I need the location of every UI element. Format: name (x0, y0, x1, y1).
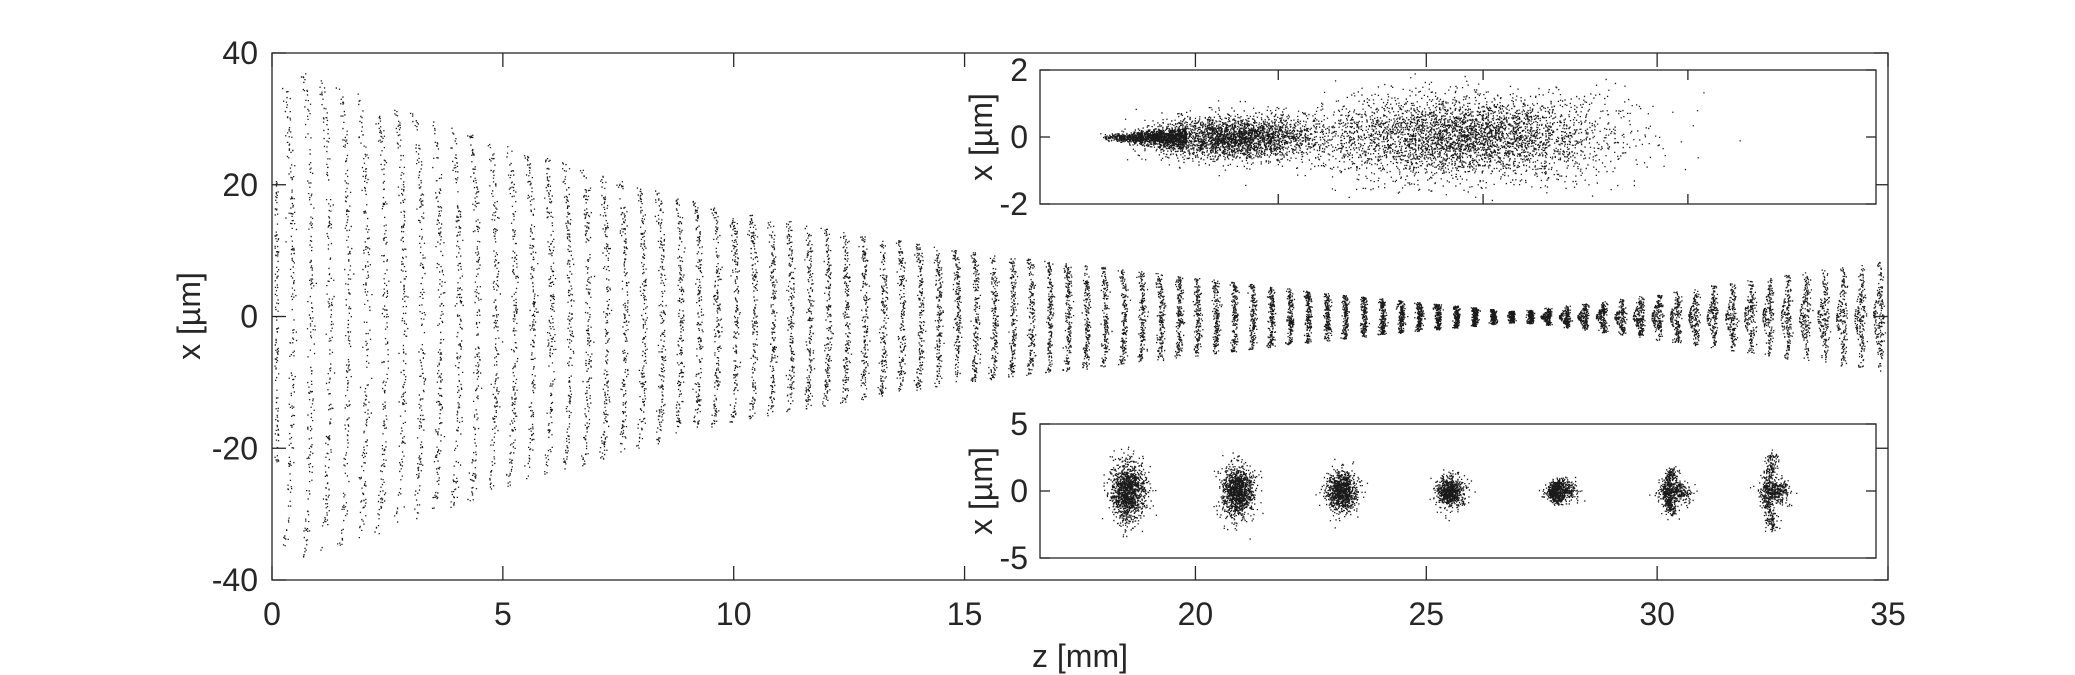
inset-bottom-y-tick-label: 0 (1010, 473, 1028, 509)
main-x-tick-label: 30 (1639, 596, 1675, 632)
inset-top-y-axis-label: x [µm] (963, 93, 999, 181)
main-x-tick-labels: 0 5 10 15 20 25 30 35 (263, 596, 1906, 632)
main-y-tick-label: -20 (212, 430, 258, 466)
inset-top-y-tick-label: 0 (1010, 119, 1028, 155)
inset-bottom-tick-marks (1040, 423, 1876, 559)
inset-bottom-axes: -5 0 5 x [µm] (963, 406, 1877, 576)
inset-top-scatter-dots (1100, 73, 1741, 202)
inset-top-scatter-points (1100, 73, 1741, 202)
main-tick-marks (271, 52, 1889, 581)
inset-bottom-scatter-points (1101, 446, 1798, 540)
main-y-tick-label: 0 (240, 299, 258, 335)
inset-top-axes: -2 0 2 x [µm] (963, 52, 1877, 222)
inset-bottom-scatter-dots (1101, 446, 1798, 540)
main-x-tick-label: 25 (1408, 596, 1444, 632)
main-x-tick-label: 15 (947, 596, 983, 632)
inset-top-y-tick-labels: -2 0 2 (1000, 52, 1028, 222)
main-x-tick-label: 0 (263, 596, 281, 632)
main-x-tick-label: 10 (716, 596, 752, 632)
inset-top-tick-marks (1040, 69, 1876, 205)
main-y-tick-label: 20 (222, 167, 258, 203)
inset-bottom-y-tick-label: 5 (1010, 406, 1028, 442)
main-x-tick-label: 5 (494, 596, 512, 632)
main-x-tick-label: 20 (1178, 596, 1214, 632)
inset-bottom-y-tick-labels: -5 0 5 (1000, 406, 1028, 576)
inset-top-y-tick-label: 2 (1010, 52, 1028, 88)
inset-bottom-y-tick-label: -5 (1000, 540, 1028, 576)
main-x-axis-label: z [mm] (1032, 638, 1128, 674)
main-x-tick-label: 35 (1870, 596, 1906, 632)
inset-bottom-y-axis-label: x [µm] (963, 447, 999, 535)
main-y-tick-labels: -40 -20 0 20 40 (212, 35, 258, 598)
inset-top-y-tick-label: -2 (1000, 186, 1028, 222)
main-y-tick-label: -40 (212, 562, 258, 598)
main-y-tick-label: 40 (222, 35, 258, 71)
main-y-axis-label: x [µm] (171, 272, 207, 360)
